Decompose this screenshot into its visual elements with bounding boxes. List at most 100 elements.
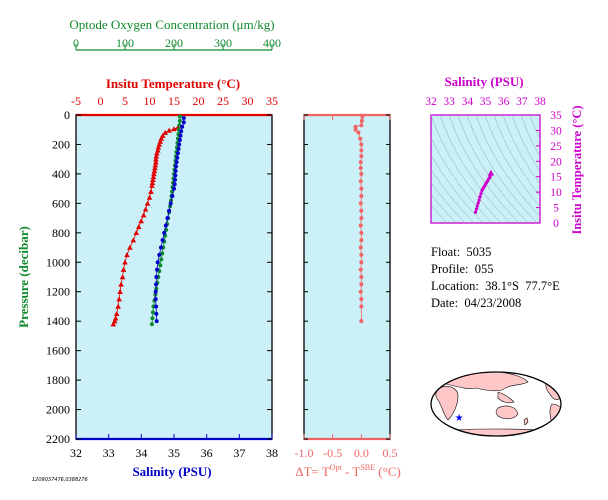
temperature-point: [154, 150, 160, 156]
land-southeast-asia: [497, 391, 515, 404]
temperature-tick-label: 5: [122, 94, 128, 108]
ts-salinity-tick-label: 36: [498, 96, 510, 108]
ts-point: [487, 169, 495, 176]
salinity-point: [155, 267, 160, 272]
pressure-tick-label: 1400: [46, 314, 70, 328]
delta-t-point: [359, 118, 364, 123]
temperature-point: [118, 281, 124, 287]
ts-salinity-tick-label: 34: [462, 96, 474, 108]
salinity-tick-label: 33: [103, 446, 115, 460]
ts-temperature-tick-label: 5: [553, 203, 559, 215]
delta-t-plot-area: [303, 114, 391, 440]
salinity-point: [172, 177, 177, 182]
temperature-point: [151, 168, 158, 174]
density-contour: [475, 115, 540, 217]
salinity-point: [158, 245, 163, 250]
delta-t-title-sup2: SBE: [360, 463, 375, 472]
ts-salinity-title: Salinity (PSU): [444, 74, 523, 89]
temperature-point: [135, 224, 142, 230]
ts-temperature-ticks: 0 5 10 15 20 25 30 35: [536, 110, 562, 230]
delta-t-point: [358, 289, 363, 294]
delta-t-point: [358, 267, 363, 272]
temperature-tick-label: 30: [242, 94, 254, 108]
density-contour: [457, 115, 529, 223]
ts-series: [473, 169, 495, 214]
temperature-point: [130, 237, 137, 243]
density-contour: [439, 115, 511, 223]
temperature-tick-label: 20: [193, 94, 205, 108]
temperature-tick-label: 25: [217, 94, 229, 108]
oxygen-point: [177, 118, 182, 123]
salinity-axis-title: Salinity (PSU): [132, 464, 211, 479]
land-new-zealand: [523, 417, 529, 426]
ts-salinity-tick-label: 37: [516, 96, 528, 108]
temperature-point: [150, 177, 156, 183]
salinity-point: [172, 186, 176, 191]
oxygen-axis-title: Optode Oxygen Concentration (μm/kg): [69, 17, 274, 32]
density-contour: [466, 115, 538, 223]
salinity-point: [173, 173, 178, 178]
density-contour: [484, 115, 540, 207]
ts-salinity-tick-label: 38: [534, 96, 546, 108]
delta-t-title-tail: (°C): [375, 464, 401, 479]
ts-point: [473, 210, 478, 214]
pressure-tick-label: 600: [52, 196, 70, 210]
pressure-tick-label: 1800: [46, 373, 70, 387]
profile-panel: Optode Oxygen Concentration (μm/kg) 0 100…: [16, 17, 281, 479]
salinity-point: [162, 230, 167, 235]
temperature-point: [150, 174, 157, 180]
temperature-axis-title: Insitu Temperature (°C): [106, 76, 240, 91]
delta-t-point: [358, 136, 363, 141]
oxygen-point: [159, 257, 164, 262]
salinity-point: [173, 168, 178, 173]
delta-t-point: [359, 319, 364, 324]
ts-temperature-tick-label: 10: [550, 187, 562, 199]
delta-t-point: [359, 297, 364, 302]
oxygen-point: [158, 263, 163, 268]
delta-t-point: [359, 148, 364, 153]
delta-t-point: [359, 171, 364, 176]
oxygen-tick-label: 200: [165, 36, 183, 50]
temperature-point: [142, 206, 149, 212]
temperature-point: [122, 259, 128, 265]
delta-t-point: [359, 275, 364, 279]
delta-t-point: [359, 230, 364, 235]
delta-t-point: [359, 304, 364, 309]
temperature-point: [153, 153, 160, 159]
pressure-axis-title: Pressure (decibar): [16, 226, 31, 328]
temperature-point: [153, 159, 159, 165]
salinity-tick-label: 35: [168, 446, 180, 460]
pressure-tick-label: 2000: [46, 403, 70, 417]
ts-point: [478, 195, 482, 199]
ts-temperature-tick-label: 25: [550, 141, 562, 153]
delta-t-tick-label: -1.0: [295, 446, 314, 460]
pressure-tick-label: 200: [52, 137, 70, 151]
delta-t-point: [358, 223, 363, 228]
salinity-tick-label: 34: [135, 446, 147, 460]
delta-t-point: [359, 154, 364, 159]
salinity-point: [154, 311, 159, 316]
pressure-tick-label: 1200: [46, 285, 70, 299]
temperature-point: [155, 144, 162, 150]
delta-t-point: [358, 179, 363, 184]
temperature-point: [152, 165, 158, 171]
temperature-point: [153, 156, 159, 162]
delta-t-point: [359, 216, 364, 221]
delta-t-point: [358, 160, 363, 165]
delta-t-point: [359, 123, 364, 128]
temperature-point: [149, 182, 155, 188]
salinity-point: [157, 252, 162, 257]
oxygen-axis-ticks: 0 100 200 300 400: [73, 36, 281, 50]
delta-t-point: [358, 166, 363, 171]
salinity-tick-label: 37: [233, 446, 245, 460]
profile-date: Date: 04/23/2008: [431, 296, 522, 310]
salinity-tick-label: 36: [201, 446, 213, 460]
density-contour: [502, 115, 540, 185]
delta-t-point: [359, 282, 364, 287]
delta-t-point: [353, 127, 358, 132]
salinity-point: [154, 282, 159, 287]
salinity-point: [154, 319, 159, 324]
ts-temperature-tick-label: 15: [550, 172, 562, 184]
delta-t-point: [359, 186, 364, 191]
